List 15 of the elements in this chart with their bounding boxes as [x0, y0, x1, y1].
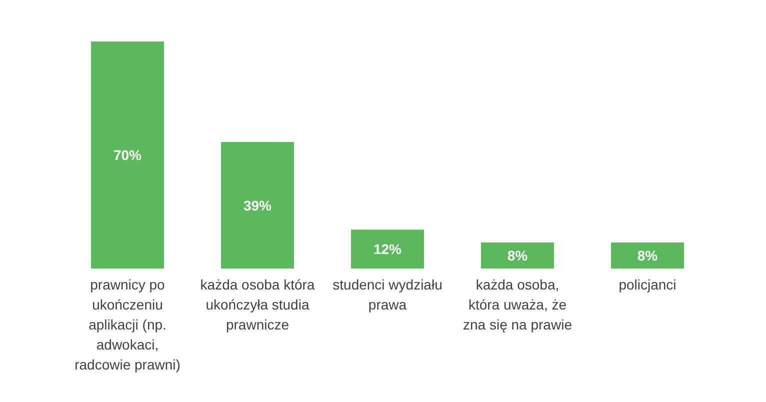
bar [221, 142, 294, 268]
data-label: 70% [113, 147, 142, 163]
data-label: 39% [243, 197, 272, 214]
data-label: 8% [507, 248, 528, 264]
bar [481, 242, 554, 268]
x-tick-label: studenci wydziału prawa [332, 276, 442, 312]
bar [611, 242, 684, 268]
data-label: 8% [637, 248, 658, 264]
x-tick-label: każda osoba, która uważa, że zna się na prawie [463, 276, 572, 332]
x-tick-label: policjanci [618, 276, 676, 292]
x-tick-label: każda osoba która ukończyła studia prawnicze [200, 276, 315, 332]
bar [91, 42, 164, 268]
bar [351, 230, 424, 268]
x-tick-label: prawnicy po ukończeniu aplikacji (np. adwokaci, radcowie prawni) [74, 276, 180, 372]
data-label: 12% [373, 241, 402, 258]
